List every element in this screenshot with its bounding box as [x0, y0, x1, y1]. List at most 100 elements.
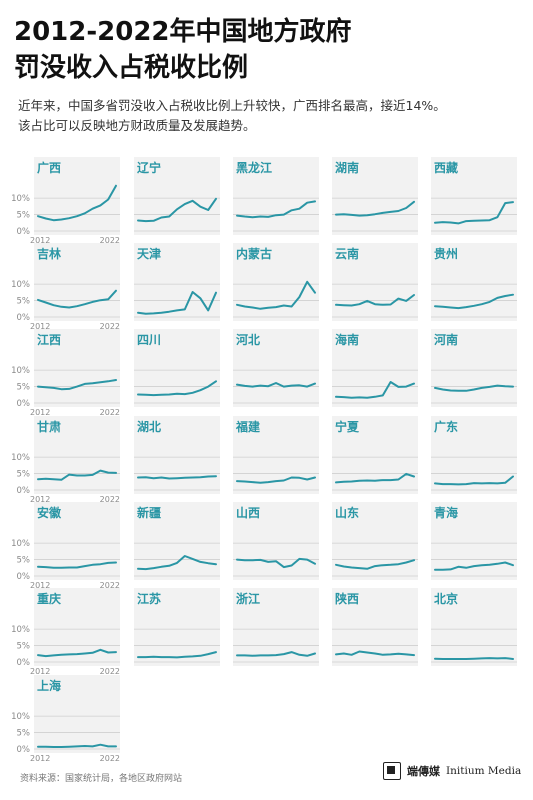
panel-label: 山东	[335, 505, 359, 520]
footer-source: 资料来源：国家统计局，各地区政府网站	[20, 774, 183, 784]
series-line	[236, 382, 316, 388]
panel-label: 湖北	[137, 419, 161, 434]
panel-9: 云南	[332, 243, 418, 321]
series-line	[137, 380, 217, 397]
panel-22: 新疆	[134, 502, 220, 580]
panel-13: 河北	[233, 329, 319, 407]
panel-bg	[134, 416, 220, 494]
panel-bg	[34, 157, 120, 235]
y-tick-label: 0%	[17, 313, 31, 323]
panel-label: 宁夏	[335, 419, 360, 434]
panel-bg	[34, 588, 120, 666]
series-line	[335, 650, 415, 657]
x-tick-label: 2022	[100, 581, 120, 590]
y-tick-label: 5%	[17, 729, 31, 739]
series-line	[335, 472, 415, 484]
series-line	[434, 657, 514, 660]
panel-label: 江西	[37, 332, 61, 347]
y-tick-label: 10%	[11, 539, 30, 549]
panel-label: 云南	[335, 246, 359, 261]
panel-bg	[233, 588, 319, 666]
y-tick-label: 0%	[17, 658, 31, 668]
panel-bg	[233, 502, 319, 580]
panel-7: 天津	[134, 243, 220, 321]
panel-4: 湖南	[332, 157, 418, 235]
panel-label: 陕西	[335, 591, 359, 606]
brand-name-en: Initium Media	[446, 765, 522, 777]
panel-bg	[431, 588, 517, 666]
series-line	[37, 289, 117, 309]
brand-logo-icon	[383, 762, 401, 780]
panel-8: 内蒙古	[233, 243, 319, 321]
x-tick-label: 2012	[30, 322, 50, 331]
x-tick-label: 2022	[100, 754, 120, 763]
x-tick-label: 2012	[30, 581, 50, 590]
x-tick-label: 2012	[30, 408, 50, 417]
panel-bg	[34, 243, 120, 321]
panel-bg	[233, 329, 319, 407]
series-line	[137, 555, 217, 571]
y-tick-label: 5%	[17, 470, 31, 480]
panel-label: 河南	[433, 332, 458, 347]
panel-label: 重庆	[37, 591, 61, 606]
panel-5: 西藏	[431, 157, 517, 235]
panel-label: 新疆	[137, 505, 161, 520]
x-tick-label: 2012	[30, 754, 50, 763]
series-line	[335, 200, 415, 217]
series-line	[434, 201, 514, 225]
panel-10: 贵州	[431, 243, 517, 321]
panel-16: 甘肃 10% 5% 0%2012 2022	[11, 416, 120, 504]
series-line	[137, 651, 217, 659]
x-tick-label: 2012	[30, 667, 50, 676]
panel-bg	[34, 416, 120, 494]
y-tick-label: 10%	[11, 625, 30, 635]
y-tick-label: 0%	[17, 745, 31, 755]
series-line	[137, 291, 217, 315]
panel-20: 广东	[431, 416, 517, 494]
panel-label: 四川	[137, 333, 161, 347]
series-line	[236, 476, 316, 484]
panel-6: 吉林 10% 5% 0%2012 2022	[11, 243, 120, 331]
y-tick-label: 0%	[17, 572, 31, 582]
series-line	[37, 379, 117, 391]
panel-18: 福建	[233, 416, 319, 494]
panel-bg	[34, 329, 120, 407]
panel-label: 山西	[236, 505, 260, 520]
panel-24: 山东	[332, 502, 418, 580]
title-line-2: 罚没收入占税收比例	[14, 53, 249, 83]
panel-bg	[233, 157, 319, 235]
panel-label: 天津	[137, 246, 161, 261]
panel-bg	[134, 588, 220, 666]
panel-label: 黑龙江	[236, 160, 272, 175]
subtitle-line-2: 该占比可以反映地方财政质量及发展趋势。	[18, 118, 256, 133]
title-line-1: 2012-2022年中国地方政府	[14, 17, 352, 47]
y-tick-label: 0%	[17, 227, 31, 237]
series-line	[335, 559, 415, 570]
panel-26: 重庆 10% 5% 0%2012 2022	[11, 588, 120, 676]
panel-28: 浙江	[233, 588, 319, 666]
y-tick-label: 5%	[17, 211, 31, 221]
x-tick-label: 2022	[100, 322, 120, 331]
panel-label: 北京	[434, 591, 458, 606]
panel-30: 北京	[431, 588, 517, 666]
panel-2: 辽宁	[134, 157, 220, 235]
panel-label: 湖南	[335, 160, 359, 175]
panel-23: 山西	[233, 502, 319, 580]
panel-label: 河北	[235, 332, 260, 347]
series-line	[335, 381, 415, 399]
series-line	[434, 293, 514, 310]
panel-bg	[134, 502, 220, 580]
panel-bg	[431, 416, 517, 494]
y-tick-label: 5%	[17, 383, 31, 393]
panel-1: 广西 10% 5% 0%2012 2022	[11, 157, 120, 245]
panel-label: 吉林	[37, 246, 61, 261]
panel-bg	[332, 157, 418, 235]
panel-bg	[332, 243, 418, 321]
y-tick-label: 10%	[11, 453, 30, 463]
panel-31: 上海 10% 5% 0%2012 2022	[11, 675, 120, 763]
series-line	[434, 384, 514, 392]
y-tick-label: 0%	[17, 399, 31, 409]
y-tick-label: 5%	[17, 297, 31, 307]
x-tick-label: 2022	[100, 667, 120, 676]
series-line	[236, 280, 316, 310]
